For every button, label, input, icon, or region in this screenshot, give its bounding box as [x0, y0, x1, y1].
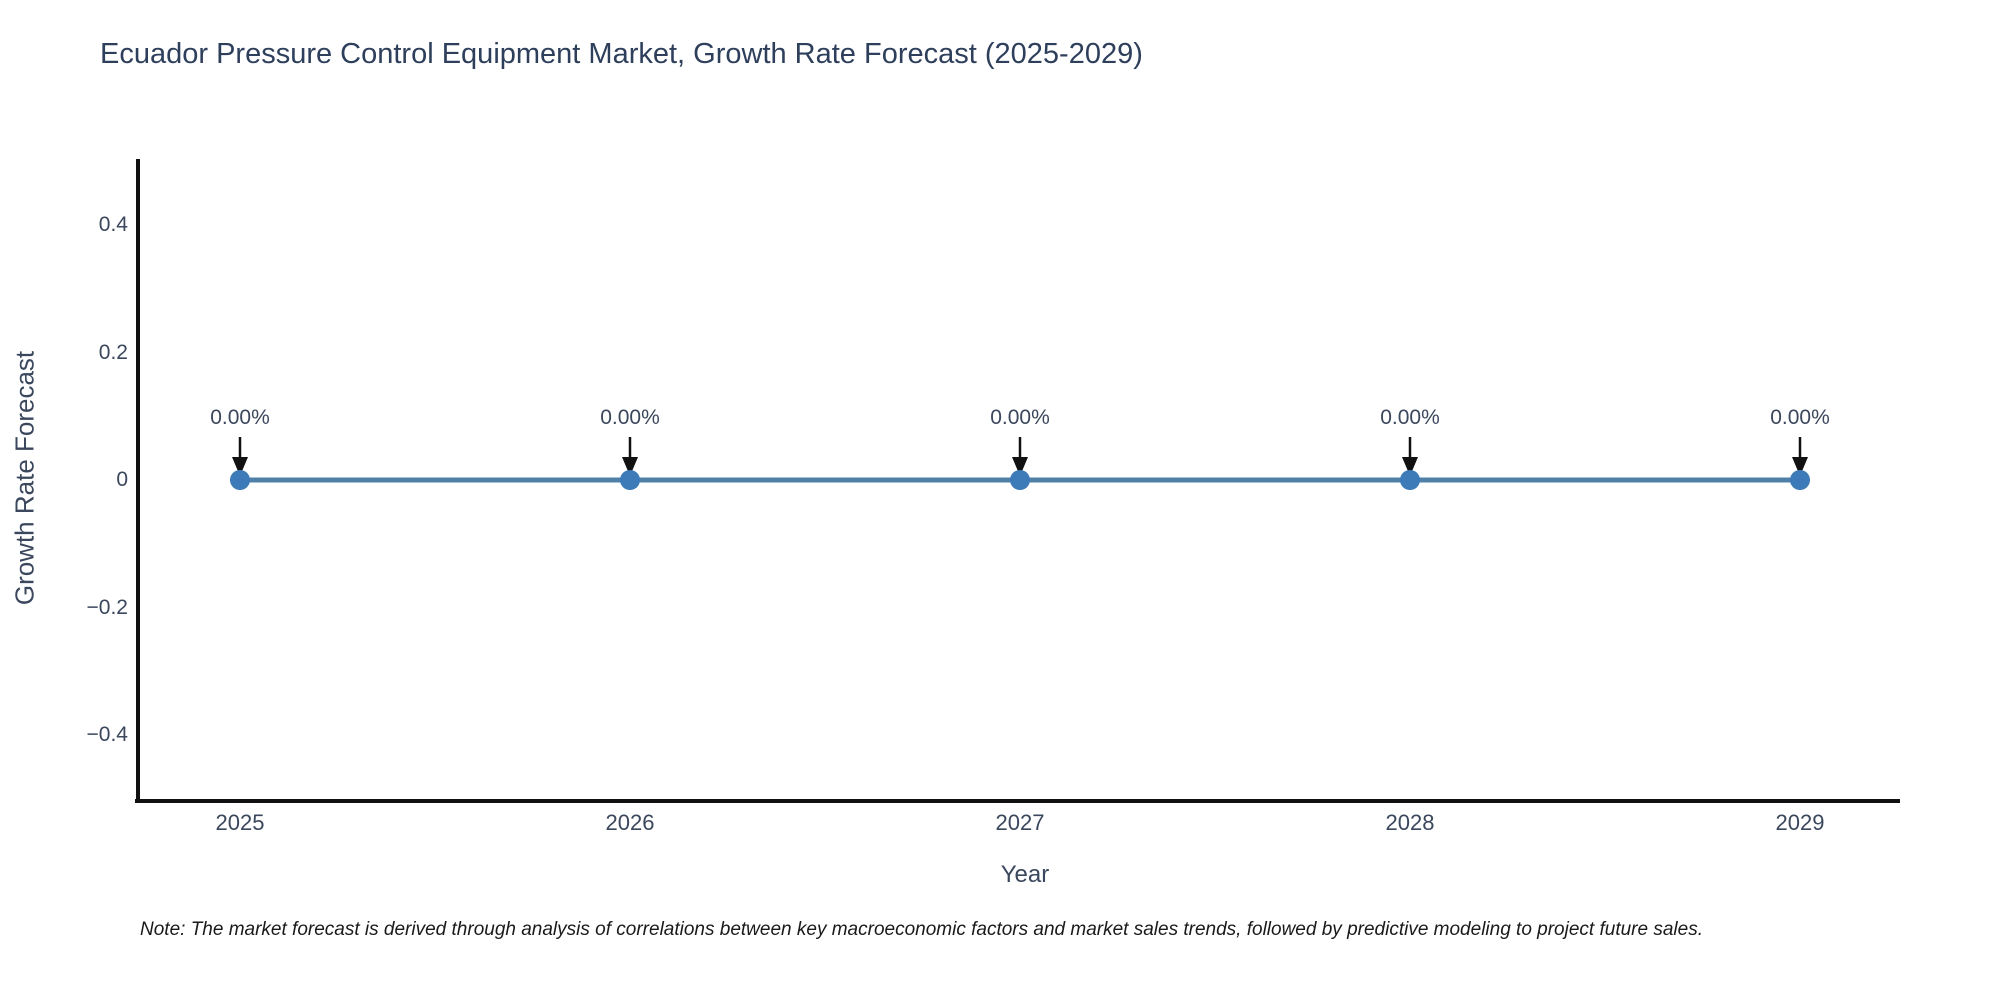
- x-tick-label: 2026: [605, 810, 655, 835]
- x-tick-label: 2029: [1775, 810, 1825, 835]
- point-label: 0.00%: [1770, 406, 1830, 429]
- x-tick-label: 2028: [1385, 810, 1435, 835]
- point-label: 0.00%: [990, 406, 1050, 429]
- chart-title: Ecuador Pressure Control Equipment Marke…: [100, 38, 1143, 70]
- point-label: 0.00%: [600, 406, 660, 429]
- annotation-arrow-head: [1792, 457, 1808, 476]
- axes: [135, 159, 1900, 803]
- annotation-arrow-head: [1402, 457, 1418, 476]
- y-tick-label: 0.4: [98, 213, 128, 236]
- chart-footnote: Note: The market forecast is derived thr…: [140, 919, 1703, 940]
- annotation-arrow-head: [232, 457, 248, 476]
- x-tick-label: 2027: [995, 810, 1045, 835]
- annotation-arrow-head: [622, 457, 638, 476]
- y-tick-label: −0.2: [86, 595, 128, 619]
- x-tick-label: 2025: [215, 810, 265, 835]
- data-point-markers: [230, 470, 1810, 490]
- annotation-arrow-head: [1012, 457, 1028, 476]
- y-tick-label: 0.2: [98, 340, 128, 364]
- data-point-marker: [230, 470, 250, 490]
- point-label: 0.00%: [210, 406, 270, 429]
- annotation-arrows: [232, 437, 1808, 476]
- data-point-marker: [1400, 470, 1420, 490]
- data-point-marker: [1790, 470, 1810, 490]
- data-point-marker: [620, 470, 640, 490]
- y-tick-label: 0: [116, 468, 128, 491]
- x-axis-title: Year: [1000, 861, 1050, 888]
- y-tick-label: −0.4: [86, 723, 128, 746]
- data-point-marker: [1010, 470, 1030, 490]
- point-label: 0.00%: [1380, 406, 1440, 429]
